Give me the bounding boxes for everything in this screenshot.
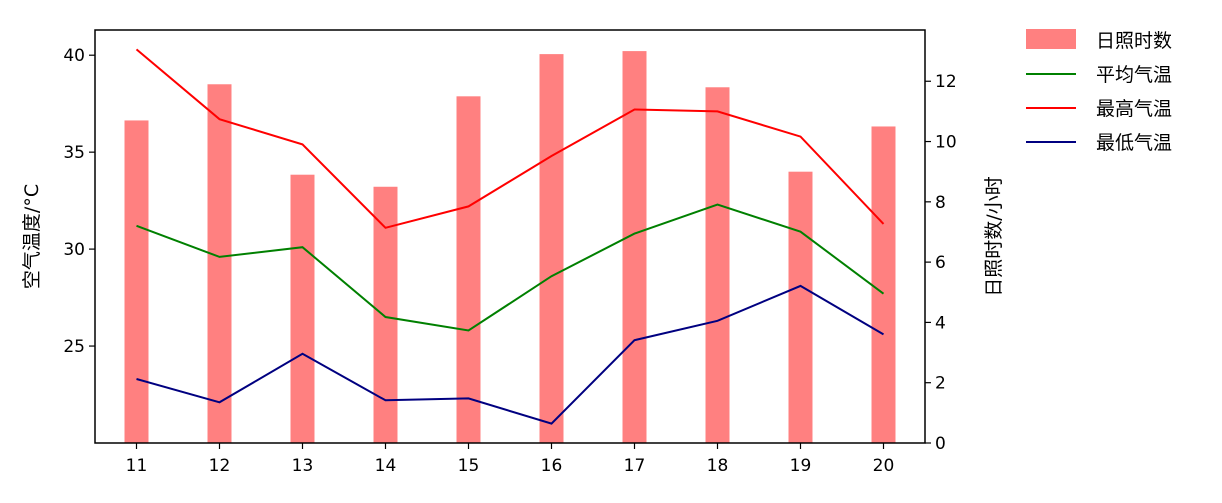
bar-11: [124, 120, 149, 443]
bar-15: [456, 96, 481, 443]
bar-20: [871, 126, 896, 443]
legend-label: 平均气温: [1096, 64, 1172, 86]
line-series-3: [136, 284, 885, 425]
y-axis-left-label: 空气温度/°C: [21, 184, 43, 289]
y-left-tick-label: 40: [63, 46, 85, 66]
lines-layer: [135, 48, 885, 425]
y-axis-left: 25 30 35 40: [63, 46, 95, 357]
y-right-tick-label: 2: [935, 374, 946, 394]
legend-label: 日照时数: [1096, 30, 1172, 52]
line-series-2: [135, 48, 885, 229]
x-tick-label: 14: [375, 456, 397, 476]
plot-frame: [94, 29, 926, 444]
x-tick-label: 20: [873, 456, 895, 476]
bar-19: [788, 171, 813, 443]
bar-12: [207, 84, 232, 444]
x-tick-label: 13: [292, 456, 314, 476]
x-tick-label: 11: [126, 456, 148, 476]
bar-16: [539, 54, 564, 443]
bar-17: [622, 51, 647, 444]
bar-18: [705, 87, 730, 443]
line-series-1: [136, 203, 885, 332]
x-tick-label: 16: [541, 456, 563, 476]
x-axis: 11 12 13 14 15 16 17 18 19 20: [126, 443, 895, 476]
x-tick-label: 19: [790, 456, 812, 476]
y-right-tick-label: 10: [935, 133, 957, 153]
legend-label: 最高气温: [1096, 98, 1172, 120]
bars-layer: [124, 51, 896, 444]
y-right-tick-label: 0: [935, 434, 946, 454]
y-right-tick-label: 12: [935, 72, 957, 92]
x-tick-label: 17: [624, 456, 646, 476]
x-tick-label: 12: [209, 456, 231, 476]
x-tick-label: 15: [458, 456, 480, 476]
y-left-tick-label: 30: [63, 240, 85, 260]
legend-swatch-bar: [1026, 29, 1076, 49]
x-tick-label: 18: [707, 456, 729, 476]
bar-13: [290, 174, 315, 443]
y-right-tick-label: 6: [935, 253, 946, 273]
y-right-tick-label: 8: [935, 193, 946, 213]
y-axis-right-label: 日照时数/小时: [983, 176, 1005, 296]
y-axis-right: 0 2 4 6 8 10 12: [925, 72, 957, 454]
y-right-tick-label: 4: [935, 313, 946, 333]
legend-label: 最低气温: [1096, 132, 1172, 154]
y-left-tick-label: 25: [63, 337, 85, 357]
y-left-tick-label: 35: [63, 143, 85, 163]
